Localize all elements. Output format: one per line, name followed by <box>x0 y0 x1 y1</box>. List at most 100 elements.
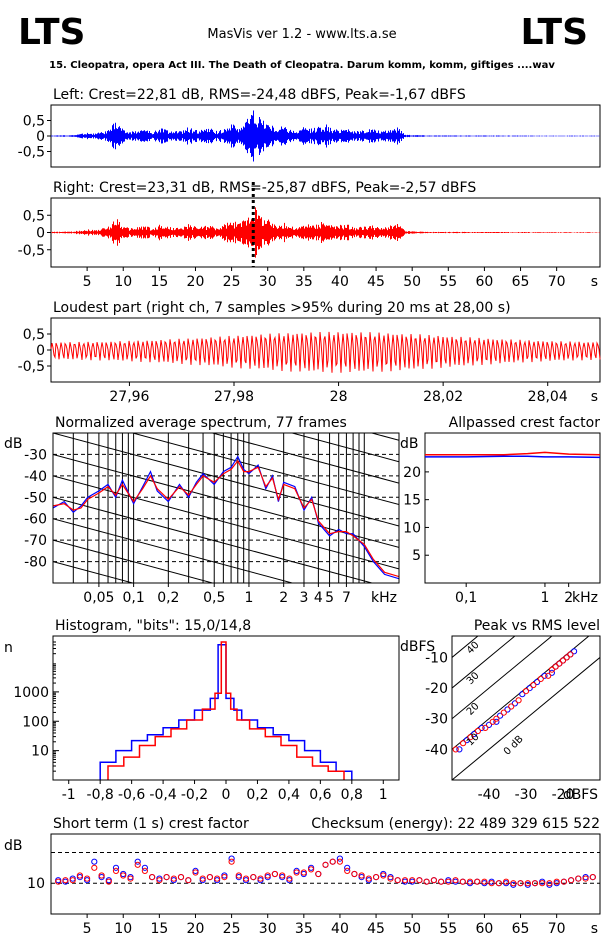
x-tick-label: -20 <box>552 787 575 803</box>
x-tick-label: 7 <box>342 590 351 606</box>
stc-point-right <box>170 875 177 882</box>
y-tick-label: 15 <box>403 493 421 509</box>
x-unit-label: s <box>591 274 598 290</box>
logo-left: LTS <box>18 12 85 53</box>
spectrum-slope-line <box>53 690 399 783</box>
stc-point-right <box>524 880 531 887</box>
track-title: 15. Cleopatra, opera Act III. The Death … <box>49 60 555 71</box>
stc-point-right <box>423 878 430 885</box>
x-tick-label: 45 <box>367 921 385 937</box>
x-tick-label: 0,6 <box>309 787 331 803</box>
y-tick-label: -0,5 <box>18 243 45 259</box>
stc-point-right <box>568 877 575 884</box>
x-tick-label: 60 <box>476 921 494 937</box>
x-tick-label: -1 <box>62 787 76 803</box>
x-tick-label: 10 <box>114 274 132 290</box>
stc-point-right <box>69 877 76 884</box>
logo-right: LTS <box>521 12 588 53</box>
x-unit-label: s <box>591 389 598 405</box>
stc-point-right <box>242 875 250 882</box>
stc-point-right <box>416 877 423 884</box>
y-tick-label: -40 <box>425 742 448 758</box>
x-tick-label: 30 <box>259 274 277 290</box>
stc-point-left <box>141 864 148 871</box>
pvr-point-right <box>559 657 567 664</box>
pvr-point-right <box>537 675 544 683</box>
stc-point-right <box>141 867 148 875</box>
stc-point-right <box>308 866 315 873</box>
y-tick-label: 10 <box>31 744 49 760</box>
pvr-x-unit: dBFS <box>563 787 598 803</box>
stc-point-right <box>575 875 582 882</box>
pvr-point-right <box>452 746 459 753</box>
stc-point-right <box>365 875 372 882</box>
checksum-annotation: Checksum (energy): 22 489 329 615 522 <box>311 816 600 832</box>
x-tick-label: 1 <box>244 590 253 606</box>
spectrum-title: Normalized average spectrum, 77 frames <box>55 415 347 431</box>
y-tick-label: 0,5 <box>23 208 45 224</box>
app-title: MasVis ver 1.2 - www.lts.a.se <box>207 27 396 42</box>
stc-point-right <box>264 872 271 879</box>
stc-point-left <box>112 864 120 871</box>
stc-point-right <box>344 867 351 875</box>
y-tick-label: -60 <box>24 512 47 528</box>
x-tick-label: 25 <box>223 274 241 290</box>
pvr-point-left <box>534 678 541 686</box>
stc-point-right <box>409 877 416 884</box>
stc-point-right <box>582 875 589 882</box>
x-tick-label: 25 <box>223 921 241 937</box>
stc-point-right <box>394 877 401 884</box>
stc-point-right <box>156 877 163 884</box>
pvr-point-right <box>530 681 537 689</box>
pvr-point-right <box>556 660 563 667</box>
stc-point-right <box>293 869 300 876</box>
pvr-point-left <box>526 685 533 692</box>
x-tick-label: 20 <box>187 274 205 290</box>
stc-point-right <box>62 877 69 884</box>
x-tick-label: 15 <box>150 274 168 290</box>
histogram-y-unit: n <box>4 640 13 656</box>
pvr-point-left <box>493 718 500 725</box>
pvr-diagonal-label: 30 <box>465 670 482 687</box>
stc-point-right <box>546 880 553 887</box>
pvr-point-left <box>463 737 470 744</box>
y-tick-label: 1000 <box>13 685 49 701</box>
pvr-crest-line <box>452 656 600 780</box>
stc-point-right <box>185 877 192 884</box>
y-tick-label: -10 <box>425 650 448 666</box>
x-tick-label: 27,96 <box>109 389 149 405</box>
pvr-point-left <box>504 706 511 713</box>
x-tick-label: -0,6 <box>118 787 145 803</box>
stc-point-right <box>466 878 474 885</box>
y-tick-label: -20 <box>425 681 448 697</box>
x-tick-label: 55 <box>439 274 457 290</box>
stc-point-right <box>531 880 539 887</box>
stc-point-right <box>214 875 221 882</box>
y-tick-label: -30 <box>425 712 448 728</box>
pvr-diagonal-label: 10 <box>465 732 482 749</box>
y-tick-label: 0,5 <box>23 327 45 343</box>
stc-point-right <box>120 872 127 879</box>
spectrum-slope-line <box>53 561 135 583</box>
stc-point-left <box>91 858 98 865</box>
pvr-point-right <box>563 654 570 661</box>
stc-point-right <box>387 875 394 882</box>
spectrum-slope-line <box>53 518 295 583</box>
y-tick-label: -0,5 <box>18 359 45 375</box>
crest-series-right <box>425 451 601 456</box>
histogram-series-right <box>107 641 345 780</box>
short-term-crest-title: Short term (1 s) crest factor <box>53 816 249 832</box>
stc-point-right <box>445 878 452 885</box>
x-tick-label: 50 <box>403 921 421 937</box>
x-tick-label: 0,8 <box>341 787 363 803</box>
y-tick-label: 10 <box>403 520 421 536</box>
stc-point-right <box>336 858 343 865</box>
x-tick-label: 27,98 <box>214 389 254 405</box>
pvr-point-right <box>460 740 467 747</box>
loudest-part-panel: Loudest part (right ch, 7 samples >95% d… <box>18 300 601 405</box>
right-waveform-signal <box>51 207 600 258</box>
stc-point-right <box>279 872 286 879</box>
stc-point-right <box>481 878 488 885</box>
x-tick-label: 40 <box>331 921 349 937</box>
